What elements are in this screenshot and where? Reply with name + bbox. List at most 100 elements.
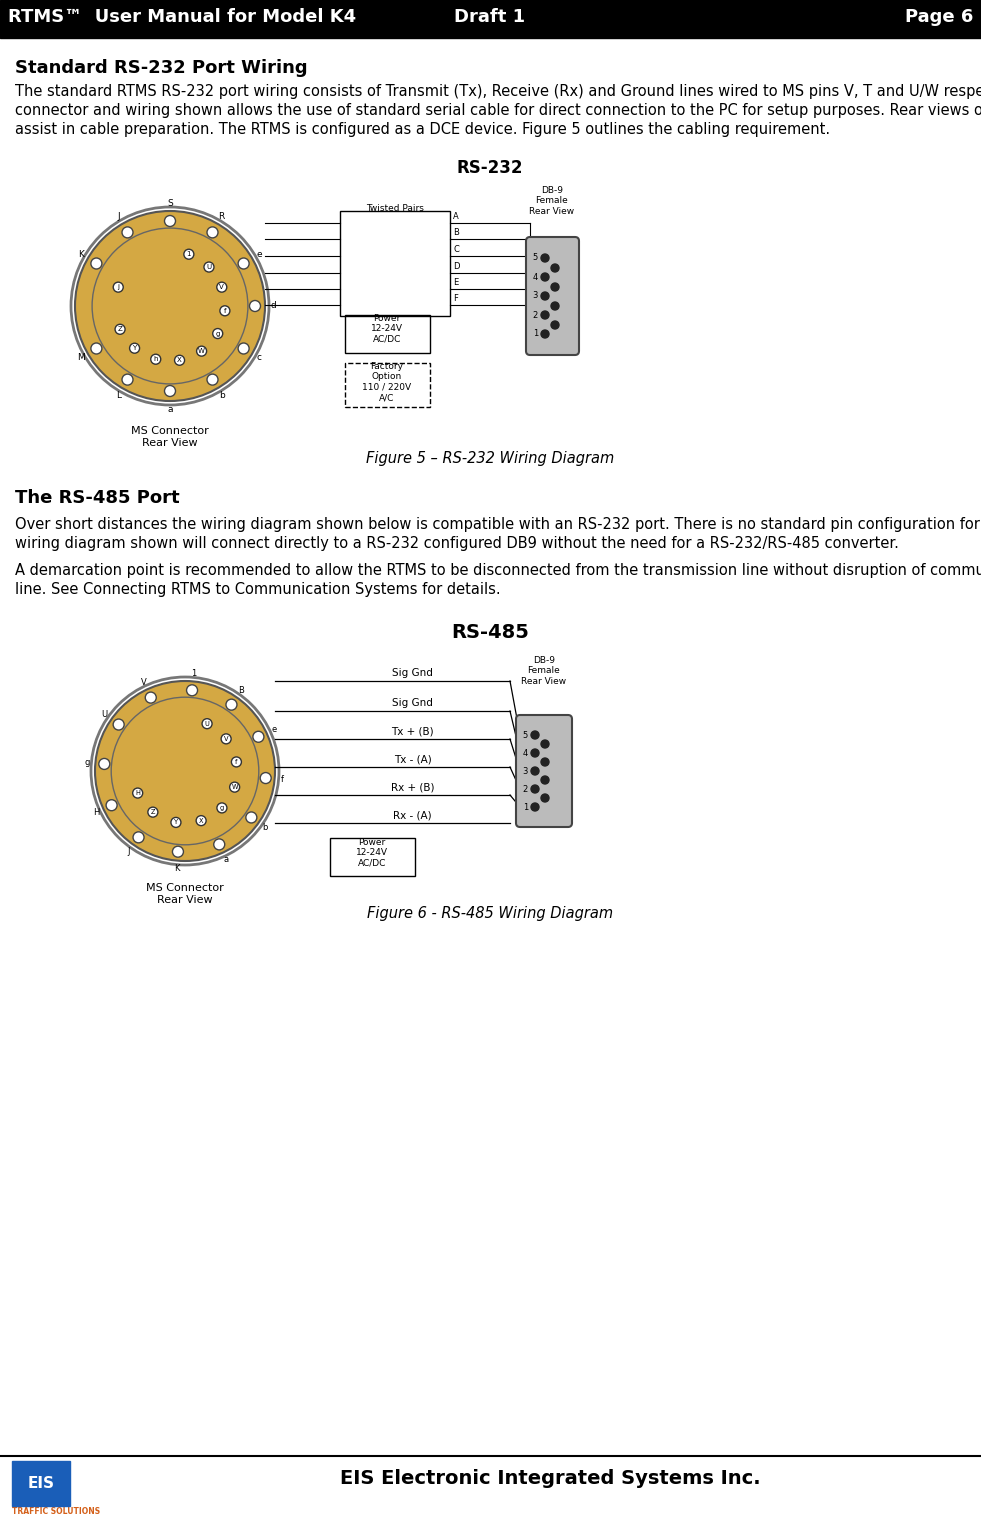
Text: B: B	[453, 228, 459, 237]
Text: H: H	[135, 789, 140, 795]
Text: Y: Y	[174, 820, 178, 826]
Circle shape	[531, 732, 539, 739]
Text: connector and wiring shown allows the use of standard serial cable for direct co: connector and wiring shown allows the us…	[15, 103, 981, 119]
Text: MS Connector
Rear View: MS Connector Rear View	[131, 426, 209, 447]
Text: The RS-485 Port: The RS-485 Port	[15, 488, 180, 506]
Circle shape	[129, 344, 139, 353]
Text: EIS: EIS	[27, 1477, 55, 1492]
Circle shape	[531, 748, 539, 757]
Circle shape	[115, 324, 125, 335]
Text: Figure 6 - RS-485 Wiring Diagram: Figure 6 - RS-485 Wiring Diagram	[367, 907, 613, 922]
Text: F: F	[453, 294, 458, 303]
Text: EIS Electronic Integrated Systems Inc.: EIS Electronic Integrated Systems Inc.	[339, 1469, 760, 1489]
Text: f: f	[282, 776, 284, 783]
Circle shape	[148, 808, 158, 817]
Bar	[12, 1462, 70, 1506]
Circle shape	[551, 265, 559, 272]
Text: J: J	[128, 847, 130, 856]
Text: line. See Connecting RTMS to Communication Systems for details.: line. See Connecting RTMS to Communicati…	[15, 583, 500, 598]
Circle shape	[133, 832, 144, 843]
Text: V: V	[224, 736, 229, 742]
Text: W: W	[198, 348, 205, 354]
Text: g: g	[220, 805, 224, 811]
Circle shape	[541, 310, 549, 319]
Text: RS-232: RS-232	[457, 160, 523, 176]
Text: S: S	[167, 199, 173, 207]
Text: Z: Z	[118, 327, 123, 332]
Text: J: J	[117, 213, 120, 221]
Text: B: B	[238, 686, 244, 695]
Text: The standard RTMS RS-232 port wiring consists of Transmit (Tx), Receive (Rx) and: The standard RTMS RS-232 port wiring con…	[15, 84, 981, 99]
Circle shape	[551, 283, 559, 291]
Text: b: b	[263, 823, 268, 832]
Text: L: L	[116, 391, 121, 400]
Text: 1: 1	[523, 803, 528, 812]
Text: 1: 1	[191, 669, 196, 678]
Circle shape	[541, 741, 549, 748]
Text: X: X	[199, 818, 203, 824]
Circle shape	[113, 719, 125, 730]
Bar	[345, 364, 430, 408]
Circle shape	[253, 732, 264, 742]
Text: b: b	[219, 391, 225, 400]
Circle shape	[531, 803, 539, 811]
Text: d: d	[270, 301, 276, 310]
Text: R: R	[219, 213, 225, 221]
Circle shape	[220, 306, 230, 316]
Circle shape	[217, 283, 227, 292]
Circle shape	[91, 259, 102, 269]
Text: f: f	[224, 307, 227, 313]
Circle shape	[204, 262, 214, 272]
Text: j: j	[117, 284, 120, 291]
Circle shape	[249, 301, 261, 312]
Text: Power
12-24V
AC/DC: Power 12-24V AC/DC	[356, 838, 388, 868]
Text: U: U	[206, 265, 212, 271]
Text: V: V	[220, 284, 224, 291]
Circle shape	[207, 227, 218, 237]
Circle shape	[238, 344, 249, 354]
Text: Tx - (A): Tx - (A)	[393, 754, 432, 764]
Text: 2: 2	[533, 310, 538, 319]
Text: 3: 3	[523, 767, 528, 776]
Text: K: K	[174, 864, 180, 873]
Circle shape	[238, 259, 249, 269]
Circle shape	[151, 354, 161, 364]
Circle shape	[196, 815, 206, 826]
Circle shape	[196, 347, 207, 356]
Circle shape	[541, 794, 549, 802]
Text: A demarcation point is recommended to allow the RTMS to be disconnected from the: A demarcation point is recommended to al…	[15, 563, 981, 578]
Circle shape	[122, 374, 133, 385]
Text: f: f	[235, 759, 237, 765]
Circle shape	[226, 700, 237, 710]
Circle shape	[551, 303, 559, 310]
Text: RTMS™  User Manual for Model K4: RTMS™ User Manual for Model K4	[8, 9, 356, 26]
Circle shape	[99, 759, 110, 770]
Text: Twisted Pairs: Twisted Pairs	[366, 204, 424, 213]
Circle shape	[541, 757, 549, 767]
Circle shape	[531, 785, 539, 792]
Text: W: W	[232, 785, 238, 789]
Circle shape	[541, 272, 549, 281]
Text: U: U	[102, 710, 108, 719]
Text: Power
12-24V
AC/DC: Power 12-24V AC/DC	[371, 313, 403, 344]
Circle shape	[113, 283, 124, 292]
Text: Factory
Option
110 / 220V
A/C: Factory Option 110 / 220V A/C	[362, 362, 412, 402]
FancyBboxPatch shape	[516, 715, 572, 827]
Text: U: U	[205, 721, 210, 727]
Text: h: h	[153, 356, 158, 362]
Text: H: H	[93, 808, 99, 817]
Text: 5: 5	[523, 730, 528, 739]
Circle shape	[106, 800, 117, 811]
Text: K: K	[77, 249, 83, 259]
Text: Y: Y	[132, 345, 136, 351]
Text: DB-9
Female
Rear View: DB-9 Female Rear View	[530, 186, 575, 216]
Text: g: g	[216, 330, 220, 336]
Bar	[330, 838, 415, 876]
Text: Tx + (B): Tx + (B)	[391, 726, 434, 736]
Text: Sig Gnd: Sig Gnd	[392, 698, 433, 707]
Text: TRAFFIC SOLUTIONS: TRAFFIC SOLUTIONS	[12, 1507, 100, 1516]
Circle shape	[551, 321, 559, 329]
Text: Rx - (A): Rx - (A)	[393, 811, 432, 820]
Bar	[345, 315, 430, 353]
Circle shape	[541, 292, 549, 300]
